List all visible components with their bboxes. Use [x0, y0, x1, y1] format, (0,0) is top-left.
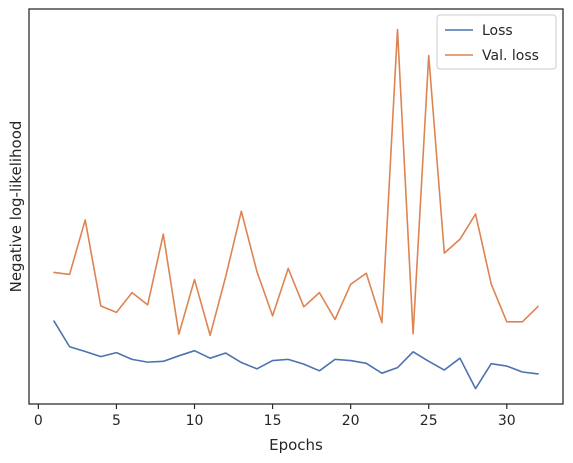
legend-label-1: Loss — [482, 23, 513, 39]
y-axis-label: Negative log-likelihood — [7, 121, 25, 293]
legend: Loss Val. loss — [436, 14, 557, 70]
x-tick-label: 20 — [342, 413, 360, 429]
x-tick-label: 25 — [420, 413, 438, 429]
x-tick-label: 10 — [186, 413, 204, 429]
x-tick-label: 15 — [264, 413, 282, 429]
series-layer — [53, 28, 539, 390]
legend-label-2: Val. loss — [482, 48, 539, 64]
series-line-1 — [53, 320, 539, 390]
x-axis-label: Epochs — [269, 436, 323, 454]
plot-frame — [28, 8, 564, 405]
x-tick-label: 5 — [112, 413, 121, 429]
x-tick-label: 0 — [34, 413, 43, 429]
x-tick-label: 30 — [498, 413, 516, 429]
x-axis-ticks: 0 5 10 15 20 25 30 — [34, 404, 516, 429]
series-line-2 — [53, 28, 539, 337]
